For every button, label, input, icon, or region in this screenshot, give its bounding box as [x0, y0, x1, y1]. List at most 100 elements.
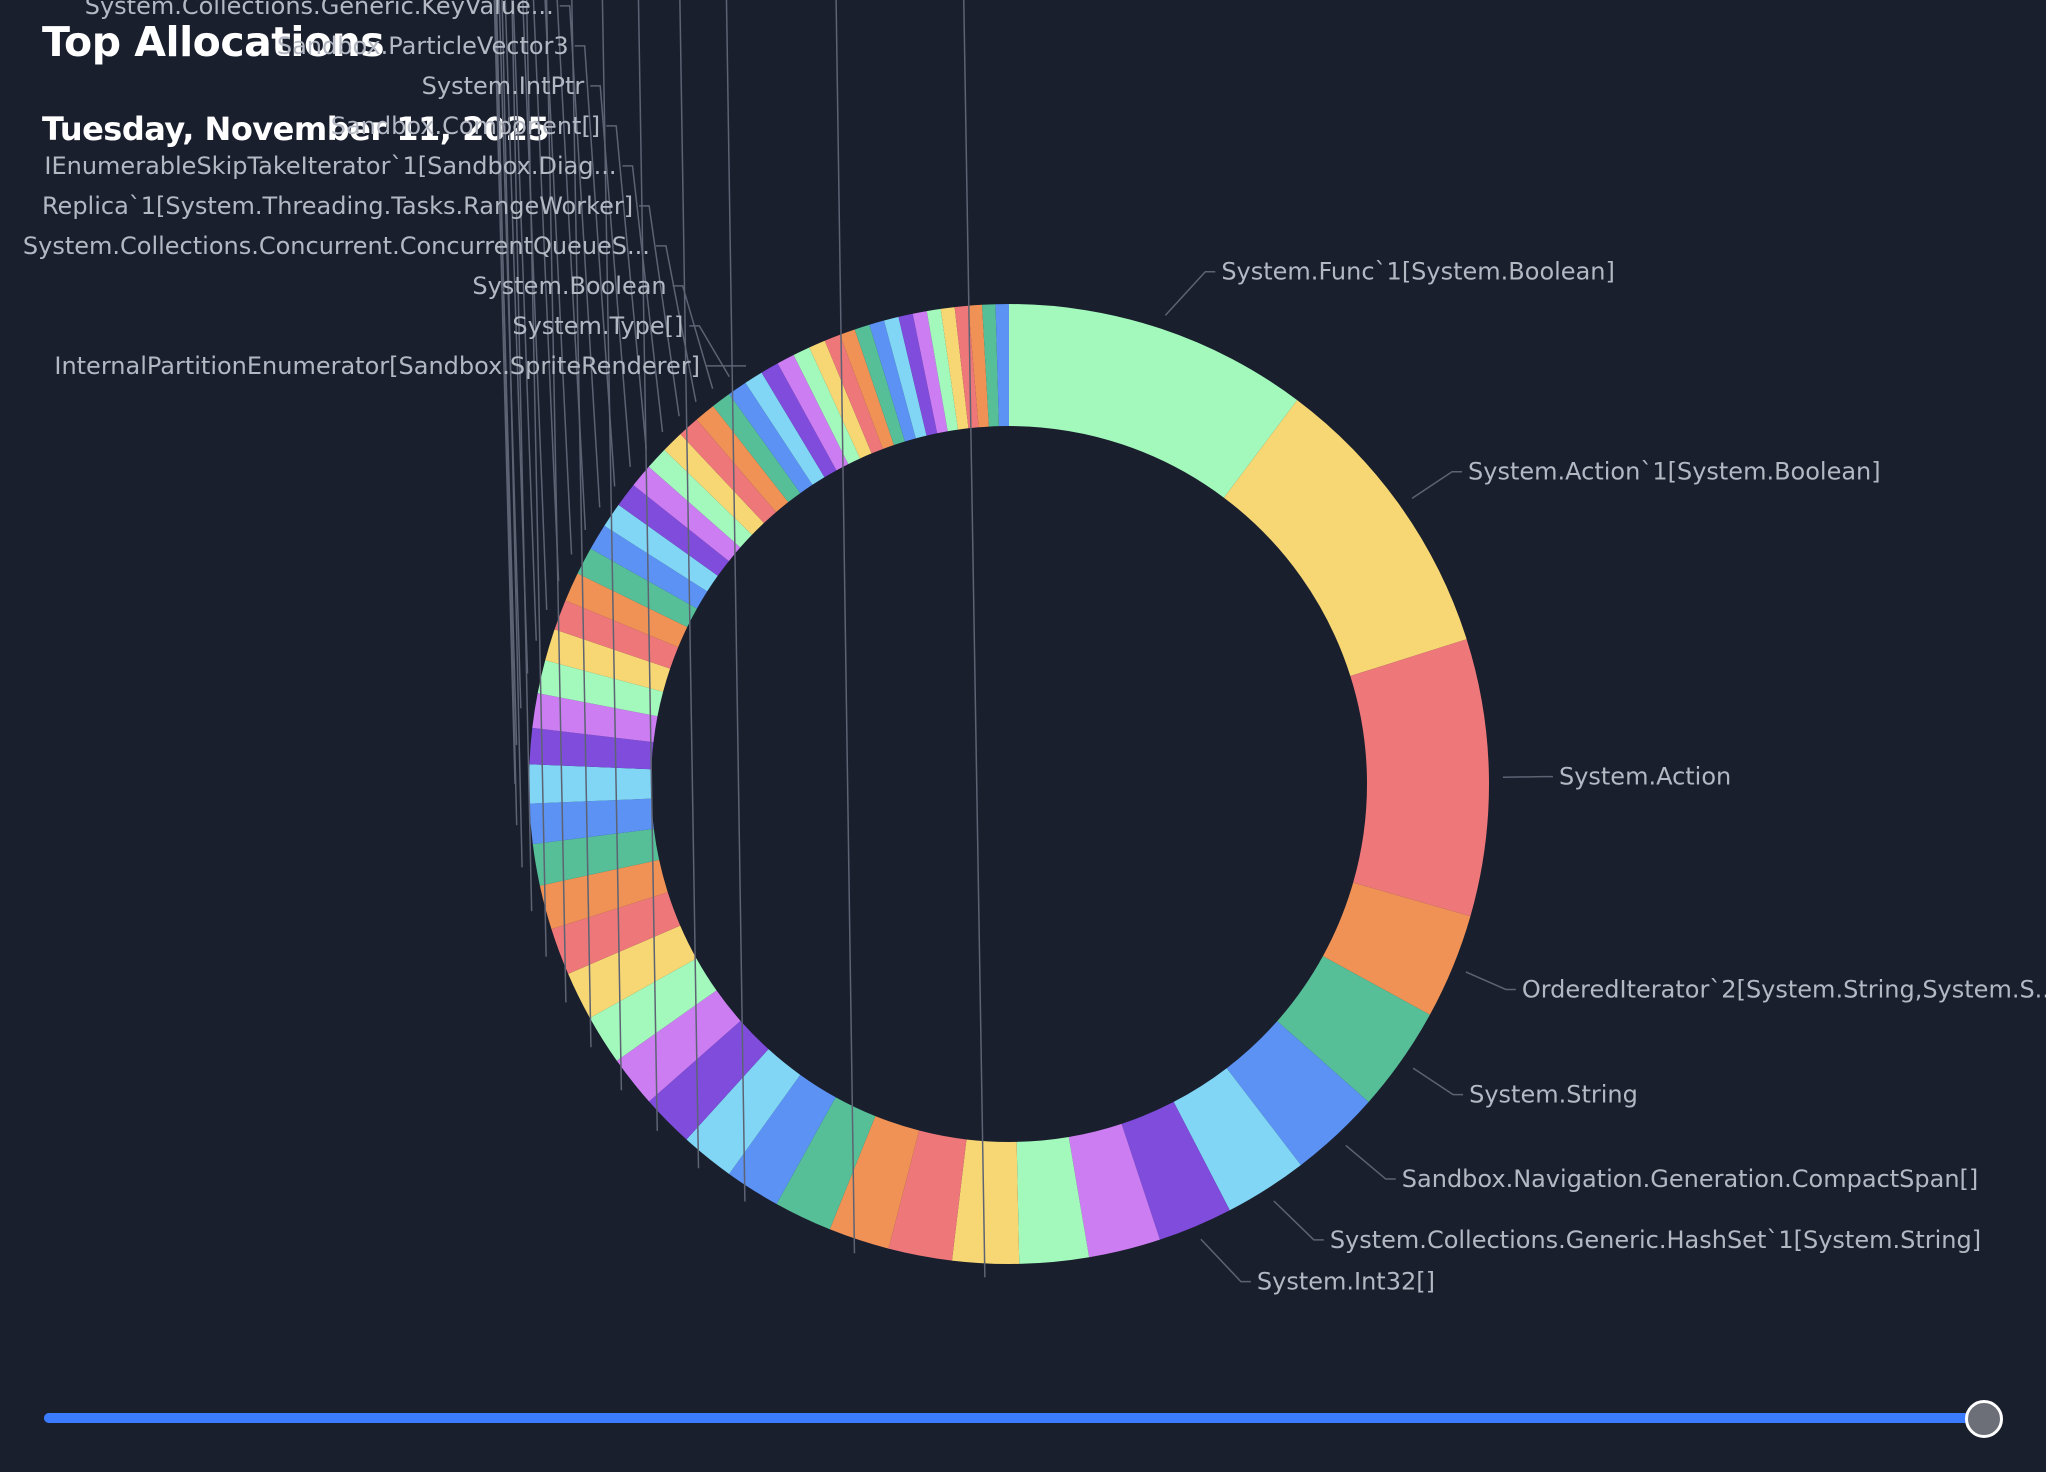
- donut-slice[interactable]: [565, 573, 688, 648]
- donut-slice[interactable]: [633, 466, 741, 562]
- donut-slice[interactable]: [1016, 1136, 1090, 1264]
- donut-slice[interactable]: [539, 859, 668, 930]
- donut-slice[interactable]: [777, 355, 849, 471]
- donut-slice[interactable]: [568, 925, 697, 1018]
- donut-slice[interactable]: [554, 600, 679, 669]
- donut-slice[interactable]: [1223, 400, 1467, 677]
- label-leader-line: [525, 0, 547, 957]
- donut-slice[interactable]: [729, 382, 813, 494]
- donut-slice[interactable]: [545, 629, 671, 692]
- label-leader-line: [1164, 270, 1216, 316]
- slice-label: System.Collections.Generic.HashSet`1[Sys…: [1330, 1226, 1981, 1254]
- slice-labels: System.Func`1[System.Boolean] System.Acti…: [23, 0, 2046, 1296]
- donut-slice[interactable]: [1121, 1101, 1230, 1240]
- slice-label: InternalPartitionEnumerator[Sandbox.Spri…: [54, 352, 700, 380]
- label-leader-line: [571, 0, 592, 1048]
- donut-slice[interactable]: [577, 548, 697, 628]
- donut-slice[interactable]: [551, 892, 681, 974]
- donut-slice[interactable]: [854, 324, 905, 445]
- donut-slice[interactable]: [809, 340, 872, 459]
- donut-slice[interactable]: [761, 363, 837, 478]
- donut-slice[interactable]: [590, 525, 708, 609]
- label-leader-line: [545, 0, 567, 1003]
- slice-label: Sandbox.ParticleVector3: [277, 32, 569, 60]
- donut-slice[interactable]: [951, 1139, 1020, 1264]
- label-leader-lines: [493, 0, 1553, 1283]
- donut-slice[interactable]: [995, 304, 1009, 427]
- slice-label: Sandbox.Navigation.Generation.CompactSpa…: [1402, 1165, 1978, 1193]
- label-leader-line: [1411, 470, 1463, 499]
- donut-slice[interactable]: [528, 764, 652, 804]
- label-leader-line: [637, 0, 659, 1131]
- slice-label: System.IntPtr: [422, 72, 585, 100]
- donut-slice[interactable]: [664, 434, 764, 535]
- donut-slice[interactable]: [776, 1097, 876, 1230]
- label-leader-line: [1502, 775, 1553, 779]
- donut-slice[interactable]: [1068, 1123, 1160, 1258]
- donut-slice[interactable]: [954, 305, 979, 429]
- donut-slice[interactable]: [1277, 956, 1430, 1102]
- slice-label: System.Action`1[System.Boolean]: [1468, 458, 1881, 486]
- donut-slice[interactable]: [793, 347, 861, 465]
- label-leader-line: [1412, 1067, 1464, 1096]
- page-title: Top Allocations: [42, 18, 385, 66]
- label-leader-line: [544, 0, 573, 555]
- donut-slice[interactable]: [680, 419, 777, 524]
- donut-slice[interactable]: [589, 958, 717, 1061]
- donut-slice[interactable]: [1350, 639, 1490, 917]
- label-leader-line: [1465, 971, 1516, 991]
- donut-slice[interactable]: [1322, 882, 1471, 1015]
- donut-slice[interactable]: [869, 320, 916, 442]
- label-leader-line: [672, 285, 714, 389]
- chart-date-subtitle: Tuesday, November 11, 2025: [42, 110, 550, 148]
- slider-thumb[interactable]: [1965, 1400, 2003, 1438]
- donut-slice[interactable]: [926, 308, 959, 432]
- donut-slice[interactable]: [745, 372, 825, 485]
- label-leader-line: [511, 0, 533, 912]
- label-leader-line: [493, 0, 516, 784]
- slice-label: Replica`1[System.Threading.Tasks.RangeWo…: [42, 192, 633, 220]
- label-leader-line: [590, 85, 631, 467]
- time-range-slider[interactable]: [44, 1400, 2003, 1438]
- donut-slice[interactable]: [912, 311, 948, 434]
- donut-slice[interactable]: [532, 828, 660, 886]
- donut-slice[interactable]: [1226, 1021, 1369, 1166]
- donut-slice[interactable]: [839, 329, 894, 449]
- slice-label: IEnumerableSkipTakeIterator`1[Sandbox.Di…: [44, 152, 616, 180]
- donut-slice[interactable]: [616, 990, 741, 1102]
- label-leader-line: [556, 0, 587, 530]
- donut-slice[interactable]: [529, 798, 654, 845]
- slice-label: System.Func`1[System.Boolean]: [1221, 258, 1615, 286]
- label-leader-line: [495, 0, 518, 826]
- label-leader-line: [559, 5, 601, 508]
- slice-label: System.Collections.Generic.KeyValue...: [85, 0, 554, 20]
- donut-slice[interactable]: [940, 307, 969, 430]
- donut-slice[interactable]: [618, 485, 729, 576]
- allocations-donut-chart: System.Func`1[System.Boolean] System.Acti…: [23, 0, 2046, 1296]
- donut-slice[interactable]: [729, 1074, 836, 1204]
- label-leader-line: [1200, 1238, 1251, 1283]
- label-leader-line: [601, 0, 623, 1091]
- donut-slice[interactable]: [968, 304, 989, 428]
- label-leader-line: [606, 125, 647, 449]
- label-leader-line: [521, 0, 548, 610]
- donut-slice[interactable]: [982, 304, 999, 427]
- slice-label: OrderedIterator`2[System.String,System.S…: [1522, 975, 2046, 1003]
- donut-slices: [528, 304, 1490, 1264]
- donut-slice[interactable]: [696, 406, 789, 513]
- donut-slice[interactable]: [1009, 304, 1298, 498]
- donut-slice[interactable]: [829, 1116, 920, 1249]
- donut-slice[interactable]: [713, 393, 801, 503]
- slice-label: System.Collections.Concurrent.Concurrent…: [23, 232, 650, 260]
- label-leader-line: [512, 0, 537, 641]
- slice-label: System.Type[]: [512, 312, 683, 340]
- donut-slice[interactable]: [537, 660, 664, 717]
- donut-slice[interactable]: [649, 1020, 769, 1140]
- donut-slice[interactable]: [648, 449, 752, 548]
- donut-slice[interactable]: [532, 693, 658, 743]
- donut-slice[interactable]: [824, 334, 883, 454]
- donut-slice[interactable]: [1173, 1068, 1301, 1211]
- donut-slice[interactable]: [888, 1130, 967, 1261]
- donut-slice[interactable]: [884, 316, 927, 439]
- donut-slice[interactable]: [898, 313, 938, 436]
